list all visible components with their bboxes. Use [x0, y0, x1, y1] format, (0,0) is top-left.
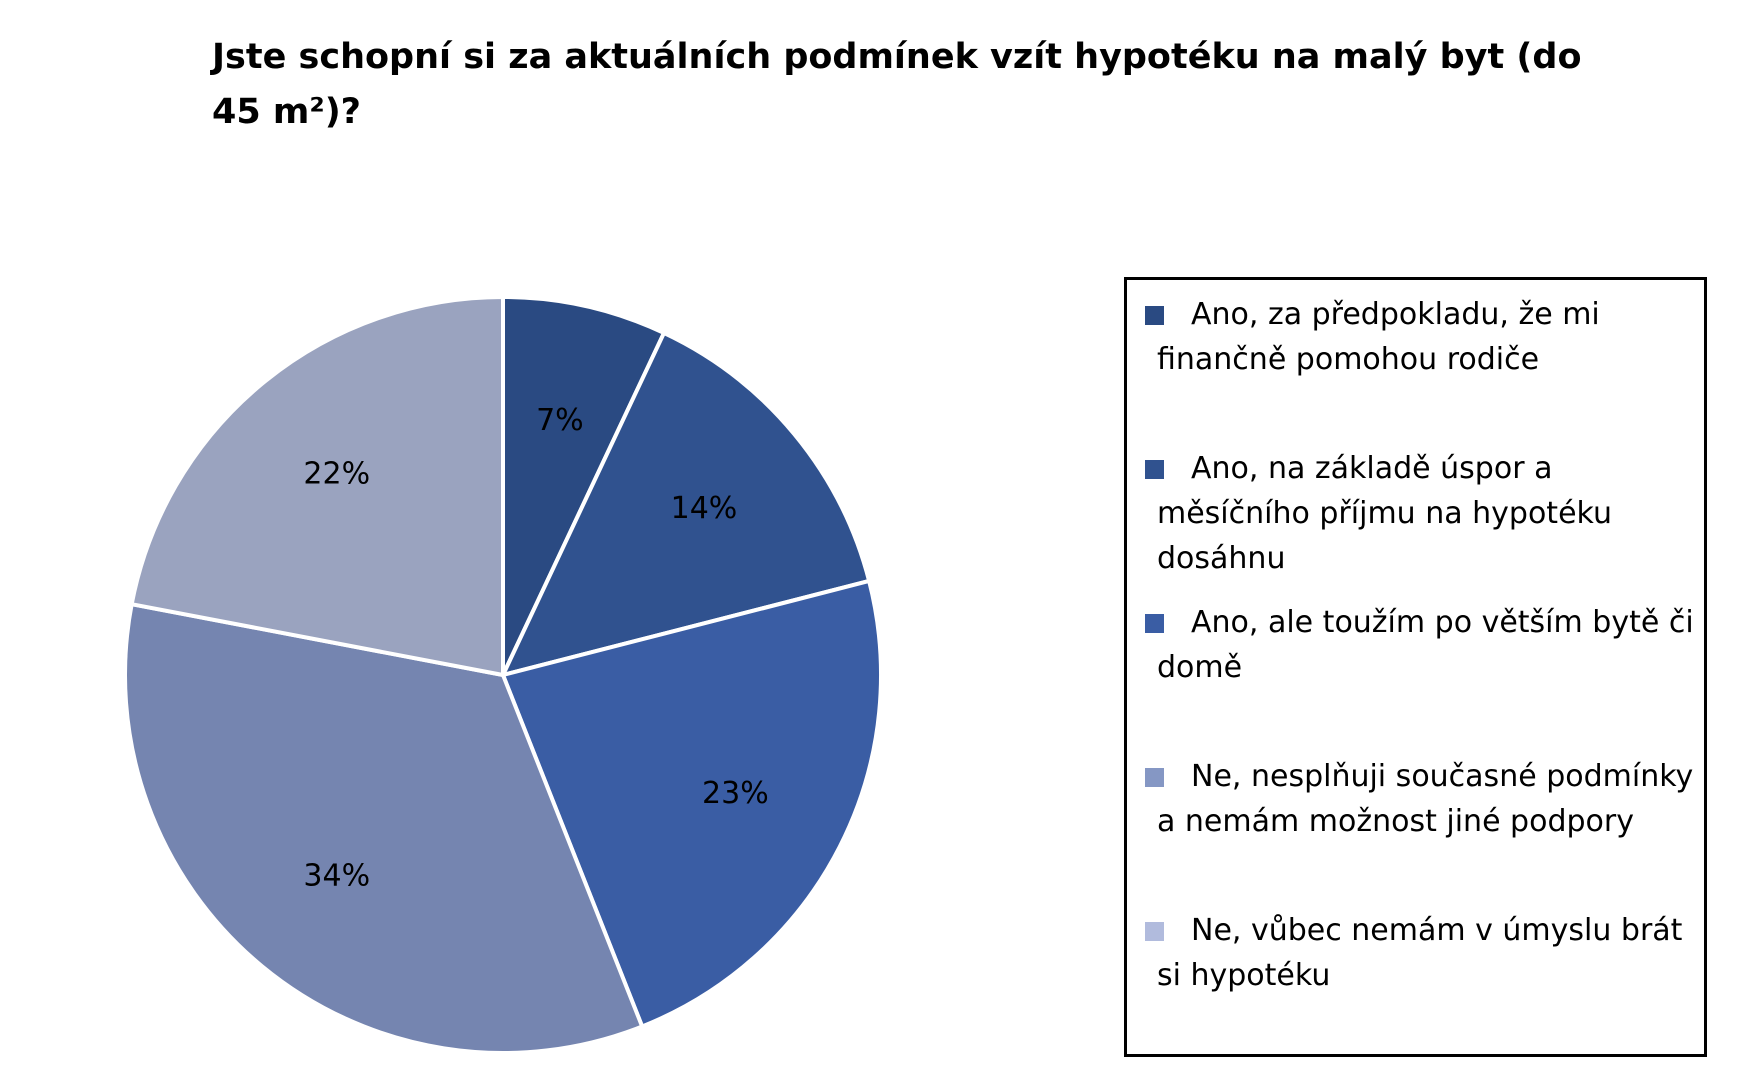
pie-slice	[499, 330, 872, 678]
legend-item: Ne, vůbec nemám v úmyslu brát si hypoték…	[1145, 908, 1695, 998]
pie-slice	[500, 578, 883, 1030]
pie-slice	[501, 294, 667, 676]
legend-swatch	[1145, 768, 1164, 787]
pie-slice	[129, 294, 505, 678]
legend-label: Ano, ale toužím po větším bytě či domě	[1157, 605, 1694, 685]
legend-item: Ne, nesplňuji současné podmínky a nemám …	[1145, 754, 1695, 844]
slice-data-label: 14%	[671, 491, 738, 526]
legend-label: Ne, vůbec nemám v úmyslu brát si hypoték…	[1157, 913, 1683, 993]
legend-item: Ano, na základě úspor a měsíčního příjmu…	[1145, 446, 1695, 581]
legend-label: Ne, nesplňuji současné podmínky a nemám …	[1157, 759, 1694, 839]
legend: Ano, za předpokladu, že mi finančně pomo…	[1124, 277, 1707, 1057]
legend-item: Ano, za předpokladu, že mi finančně pomo…	[1145, 292, 1695, 382]
pie-chart: 7% 14% 23% 34% 22%	[123, 294, 883, 1055]
chart-title: Jste schopní si za aktuálních podmínek v…	[212, 37, 1582, 132]
legend-label: Ano, za předpokladu, že mi finančně pomo…	[1157, 297, 1600, 377]
legend-swatch	[1145, 614, 1164, 633]
legend-label: Ano, na základě úspor a měsíčního příjmu…	[1157, 451, 1612, 576]
legend-swatch	[1145, 306, 1164, 325]
slice-data-label: 22%	[303, 457, 370, 492]
slice-data-label: 34%	[303, 858, 370, 893]
pie-data-labels: 7% 14% 23% 34% 22%	[303, 403, 768, 894]
pie-slice	[123, 601, 645, 1055]
legend-item: Ano, ale toužím po větším bytě či domě	[1145, 600, 1695, 690]
legend-swatch	[1145, 922, 1164, 941]
legend-swatch	[1145, 460, 1164, 479]
slice-data-label: 23%	[702, 776, 769, 811]
slice-data-label: 7%	[536, 403, 584, 438]
pie-slices	[123, 294, 883, 1055]
